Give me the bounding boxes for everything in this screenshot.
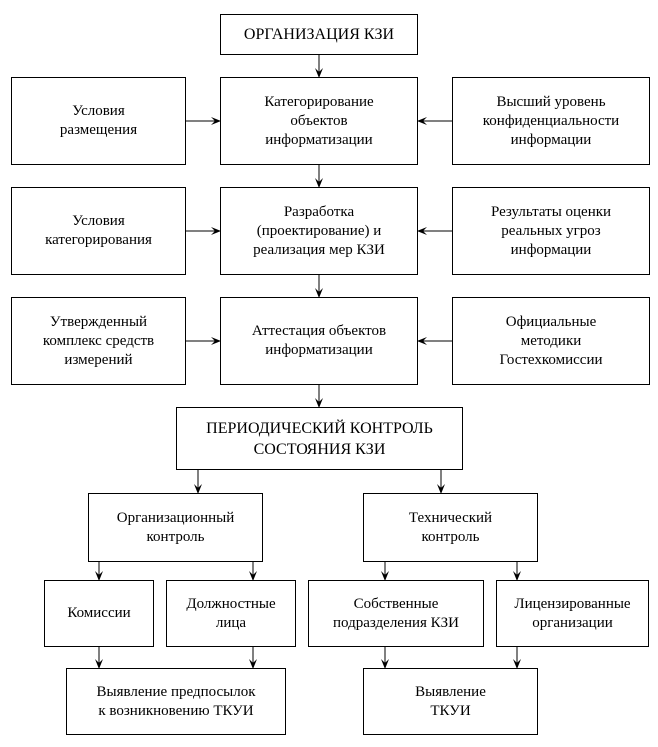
tech-control-box: Технический контроль (363, 493, 538, 562)
categorization-box: Категорирование объектов информатизации (220, 77, 418, 165)
licensed-orgs-box: Лицензированные организации (496, 580, 649, 647)
organization-kzi-box: ОРГАНИЗАЦИЯ КЗИ (220, 14, 418, 55)
tech-result-box: Выявление ТКУИ (363, 668, 538, 735)
measurement-tools-box: Утвержденный комплекс средств измерений (11, 297, 186, 385)
periodic-control-box: ПЕРИОДИЧЕСКИЙ КОНТРОЛЬ СОСТОЯНИЯ КЗИ (176, 407, 463, 470)
threat-assessment-box: Результаты оценки реальных угроз информа… (452, 187, 650, 275)
categorization-conditions-box: Условия категорирования (11, 187, 186, 275)
commissions-box: Комиссии (44, 580, 154, 647)
org-control-box: Организационный контроль (88, 493, 263, 562)
attestation-box: Аттестация объектов информатизации (220, 297, 418, 385)
own-units-box: Собственные подразделения КЗИ (308, 580, 484, 647)
confidentiality-level-box: Высший уровень конфиденциальности информ… (452, 77, 650, 165)
officials-box: Должностные лица (166, 580, 296, 647)
org-result-box: Выявление предпосылок к возникновению ТК… (66, 668, 286, 735)
official-methods-box: Официальные методики Гостехкомиссии (452, 297, 650, 385)
development-box: Разработка (проектирование) и реализация… (220, 187, 418, 275)
placement-conditions-box: Условия размещения (11, 77, 186, 165)
